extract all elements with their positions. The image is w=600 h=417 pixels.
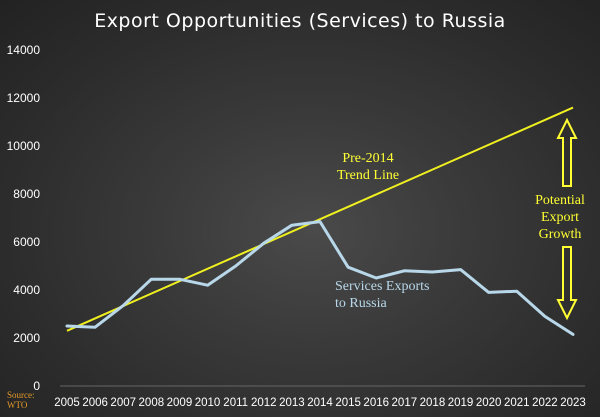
- y-tick-label: 4000: [13, 283, 40, 297]
- x-tick-label: 2007: [110, 397, 136, 409]
- plot-area: [65, 106, 575, 336]
- series-label-services-exports: Services Exports to Russia: [335, 279, 429, 311]
- source-label: Source: WTO: [7, 390, 35, 410]
- potential-growth-label: Potential Export Growth: [535, 193, 585, 242]
- trend-line-label: Pre-2014 Trend Line: [337, 151, 399, 183]
- x-tick-label: 2020: [476, 397, 502, 409]
- x-tick-label: 2023: [560, 397, 586, 409]
- annotations: Pre-2014 Trend Line Services Exports to Rus…: [335, 117, 585, 321]
- x-tick-label: 2018: [420, 397, 446, 409]
- y-tick-label: 6000: [13, 235, 40, 249]
- up-arrow-icon: [556, 117, 578, 187]
- chart-title: Export Opportunities (Services) to Russi…: [94, 10, 506, 32]
- x-tick-label: 2006: [82, 397, 108, 409]
- series-line-services-exports: [65, 220, 575, 336]
- x-tick-label: 2011: [223, 397, 248, 409]
- down-arrow-icon: [556, 246, 578, 321]
- y-tick-label: 8000: [13, 187, 40, 201]
- y-tick-label: 0: [33, 379, 40, 393]
- y-tick-label: 12000: [7, 91, 41, 105]
- x-tick-label: 2005: [54, 397, 80, 409]
- x-tick-label: 2012: [251, 397, 277, 409]
- source-note: Source: WTO: [7, 390, 35, 410]
- y-tick-label: 2000: [13, 331, 40, 345]
- x-tick-label: 2016: [363, 397, 389, 409]
- x-tick-label: 2014: [307, 397, 333, 409]
- x-tick-label: 2013: [279, 397, 305, 409]
- trend-line: [66, 106, 574, 332]
- x-tick-label: 2010: [195, 397, 221, 409]
- y-tick-label: 10000: [7, 139, 41, 153]
- x-tick-label: 2015: [335, 397, 361, 409]
- x-tick-label: 2021: [504, 397, 530, 409]
- x-tick-label: 2008: [139, 397, 165, 409]
- x-tick-label: 2022: [532, 397, 558, 409]
- x-axis: 2005 2006 2007 2008 2009 2010 2011 2012 2013 2014…: [54, 397, 586, 409]
- x-tick-label: 2017: [392, 397, 418, 409]
- y-tick-label: 14000: [7, 43, 41, 57]
- x-tick-label: 2019: [448, 397, 474, 409]
- y-axis: 0 2000 4000 6000 8000 10000 12000 14000: [7, 43, 41, 393]
- x-tick-label: 2009: [167, 397, 193, 409]
